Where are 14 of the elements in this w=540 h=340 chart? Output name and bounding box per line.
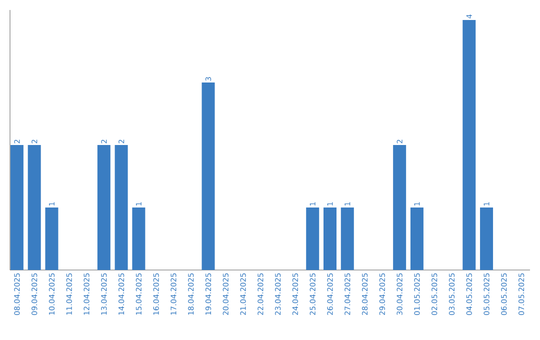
bar xyxy=(462,20,476,270)
bar xyxy=(132,208,146,270)
bar xyxy=(306,208,320,270)
bar xyxy=(202,82,215,270)
bar xyxy=(10,144,24,270)
bar xyxy=(393,144,406,270)
bar xyxy=(480,208,494,270)
bar xyxy=(28,144,41,270)
bar xyxy=(114,144,128,270)
bar xyxy=(410,208,424,270)
bar xyxy=(45,208,58,270)
bar xyxy=(324,208,337,270)
bar xyxy=(340,208,354,270)
bar xyxy=(97,144,110,270)
